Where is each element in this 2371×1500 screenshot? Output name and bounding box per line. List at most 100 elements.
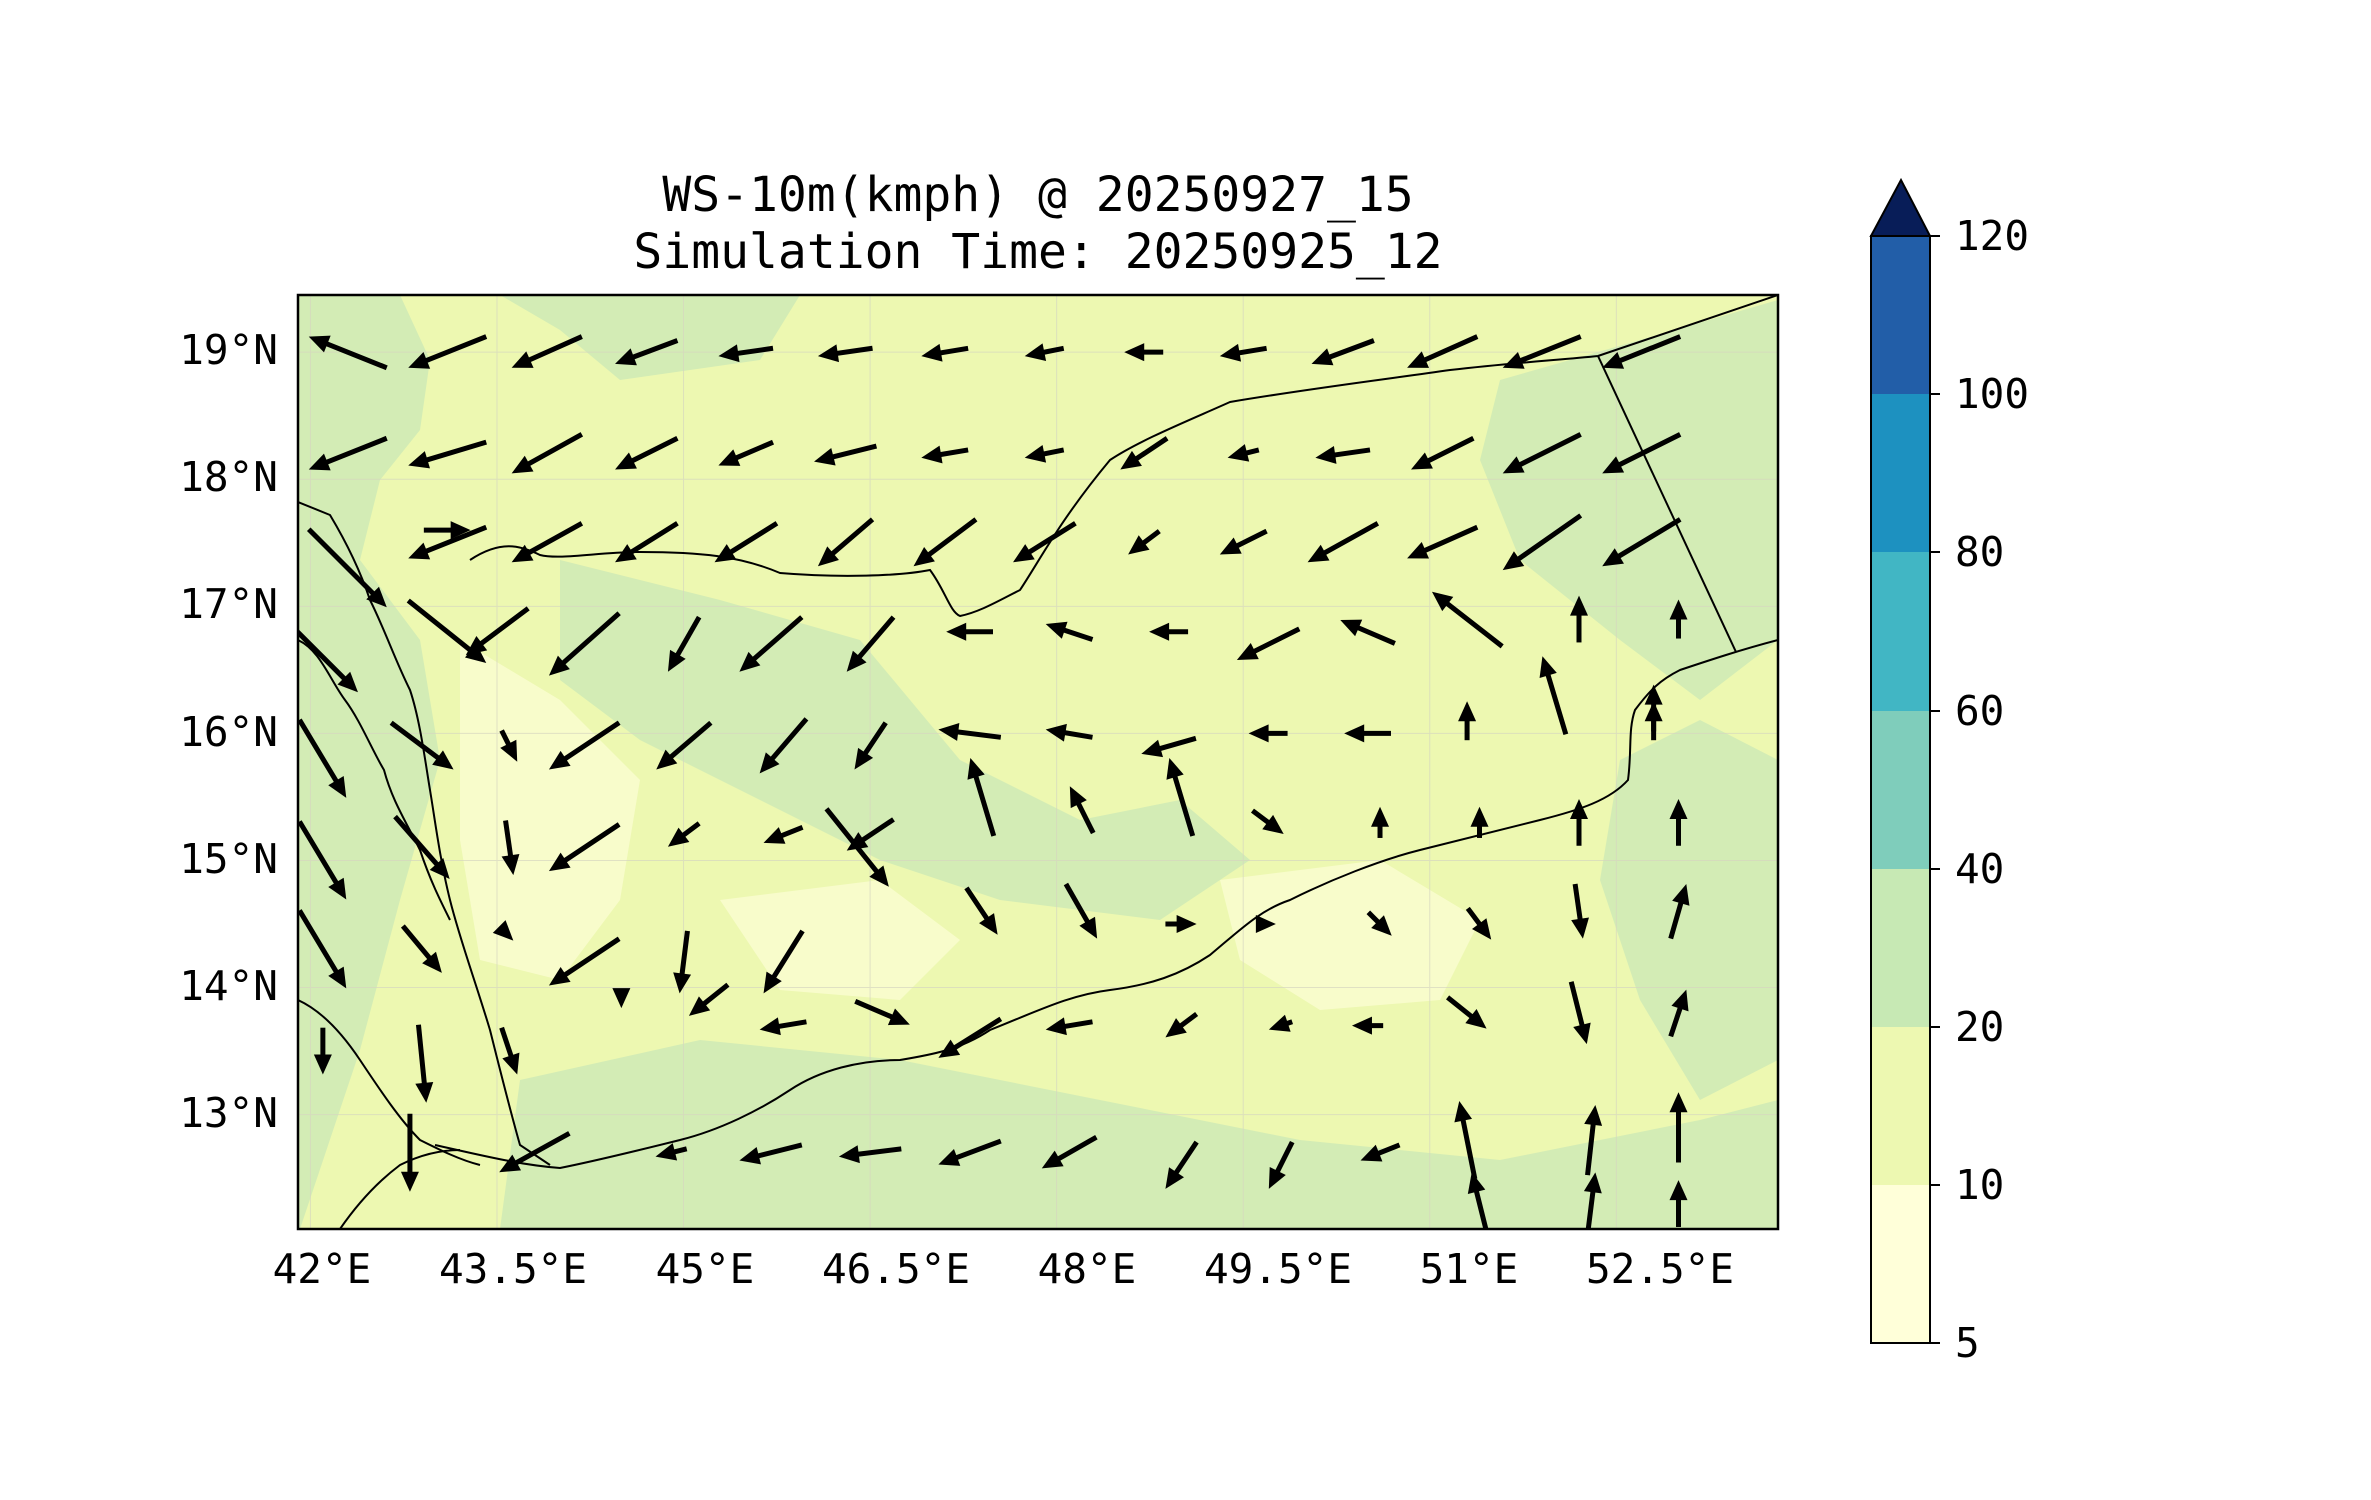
wind-arrow xyxy=(1570,798,1589,846)
wind-arrow xyxy=(499,1131,571,1173)
x-tick-label: 42°E xyxy=(273,1245,372,1293)
wind-arrow xyxy=(1045,723,1093,742)
wind-arrow xyxy=(1165,1140,1199,1189)
wind-arrow xyxy=(1248,724,1288,743)
wind-arrow xyxy=(921,445,969,464)
colorbar-segment xyxy=(1871,711,1930,869)
field-zone-gulf xyxy=(500,1040,1778,1229)
wind-arrow xyxy=(1458,701,1477,741)
wind-arrow xyxy=(1431,591,1504,649)
wind-arrow xyxy=(548,720,621,770)
wind-arrow xyxy=(1407,524,1479,559)
wind-arrow xyxy=(393,814,450,879)
wind-arrow xyxy=(1219,528,1268,555)
y-tick-label: 14°N xyxy=(179,962,278,1010)
wind-arrow xyxy=(1024,444,1065,463)
wind-arrow xyxy=(499,1026,520,1075)
wind-arrow xyxy=(499,729,518,762)
wind-arrow xyxy=(400,924,442,973)
colorbar-tick-label: 120 xyxy=(1955,212,2029,260)
wind-arrow xyxy=(408,334,488,369)
field-zone-east xyxy=(1600,720,1778,1100)
y-tick-label: 15°N xyxy=(179,835,278,883)
y-tick-label: 19°N xyxy=(179,326,278,374)
colorbar-tick-label: 10 xyxy=(1955,1161,2004,1209)
wind-arrow xyxy=(1669,1180,1688,1227)
field-zone-ne xyxy=(1480,300,1778,700)
wind-arrow xyxy=(1069,786,1096,835)
wind-arrow xyxy=(548,822,621,872)
wind-arrow xyxy=(763,824,804,844)
wind-arrow xyxy=(308,335,388,371)
field-zone-light-2 xyxy=(1220,860,1480,1010)
x-tick-label: 43.5°E xyxy=(439,1245,587,1293)
wind-arrow xyxy=(298,820,347,900)
wind-arrow xyxy=(1219,343,1268,362)
colorbar-extend-arrow xyxy=(1869,177,1932,237)
wind-arrow xyxy=(408,439,487,469)
saudi-yemen-border xyxy=(469,295,1778,618)
colorbar-tick-label: 5 xyxy=(1955,1319,1980,1367)
colorbar-tick-label: 40 xyxy=(1955,845,2004,893)
wind-arrow xyxy=(1583,1172,1602,1229)
wind-arrow xyxy=(406,598,487,663)
wind-arrow xyxy=(1013,521,1077,563)
horn-coast xyxy=(339,1149,461,1229)
djibouti-coast xyxy=(298,999,481,1166)
wind-arrow xyxy=(763,929,805,994)
x-tick-label: 52.5°E xyxy=(1586,1245,1734,1293)
wind-arrow xyxy=(854,721,888,770)
wind-arrow xyxy=(1502,334,1582,369)
wind-arrow xyxy=(1311,338,1375,366)
wind-arrow xyxy=(938,1138,1002,1166)
wind-arrow xyxy=(423,521,471,540)
colorbar-segment xyxy=(1871,236,1930,394)
wind-arrow xyxy=(1255,915,1276,934)
wind-arrow xyxy=(1669,1092,1688,1163)
wind-arrow xyxy=(1568,981,1591,1045)
wind-arrow xyxy=(511,521,584,563)
x-tick-label: 48°E xyxy=(1038,1245,1137,1293)
colorbar-tick-label: 20 xyxy=(1955,1003,2004,1051)
wind-arrow xyxy=(1669,599,1688,639)
wind-arrow xyxy=(946,622,993,641)
x-tick-labels: 42°E 43.5°E 45°E 46.5°E 48°E 49.5°E 51°E… xyxy=(273,1245,1734,1293)
field-zone-light-1 xyxy=(460,640,640,980)
colorbar-tick-label: 100 xyxy=(1955,370,2029,418)
y-tick-labels: 19°N 18°N 17°N 16°N 15°N 14°N 13°N xyxy=(179,326,278,1137)
y-tick-label: 16°N xyxy=(179,708,278,756)
wind-arrow xyxy=(1128,529,1161,555)
wind-arrow xyxy=(615,521,679,563)
wind-arrow xyxy=(298,909,347,989)
wind-arrow xyxy=(817,517,875,567)
wind-arrow xyxy=(921,343,969,362)
wind-arrow xyxy=(964,886,998,935)
wind-arrow xyxy=(465,606,530,656)
wind-arrow xyxy=(667,821,701,847)
wind-arrow xyxy=(1041,1134,1098,1169)
colorbar-segment xyxy=(1871,1027,1930,1185)
wind-arrow xyxy=(759,717,809,774)
wind-arrow xyxy=(656,720,713,770)
wind-arrow xyxy=(913,517,978,567)
colorbar-segment xyxy=(1871,552,1930,711)
wind-arrow xyxy=(1236,626,1301,661)
wind-arrow xyxy=(1502,432,1582,474)
wind-arrow xyxy=(846,615,896,672)
wind-arrow xyxy=(1124,343,1164,362)
wind-arrow xyxy=(298,718,347,798)
map-frame xyxy=(296,293,1780,1231)
wind-arrow xyxy=(759,1017,807,1036)
wind-arrow xyxy=(1502,513,1583,571)
yemen-south-coast xyxy=(434,639,1778,1170)
field-zone-center xyxy=(560,560,1250,920)
wind-arrow xyxy=(306,527,387,608)
wind-arrow xyxy=(1315,446,1371,464)
x-tick-label: 46.5°E xyxy=(822,1245,970,1293)
colorbar-segment xyxy=(1871,869,1930,1027)
colorbar-tick-label: 80 xyxy=(1955,528,2004,576)
wind-arrow xyxy=(308,435,388,471)
oman-yemen-border xyxy=(1597,355,1737,653)
wind-arrow xyxy=(1045,621,1094,642)
y-tick-label: 18°N xyxy=(179,453,278,501)
